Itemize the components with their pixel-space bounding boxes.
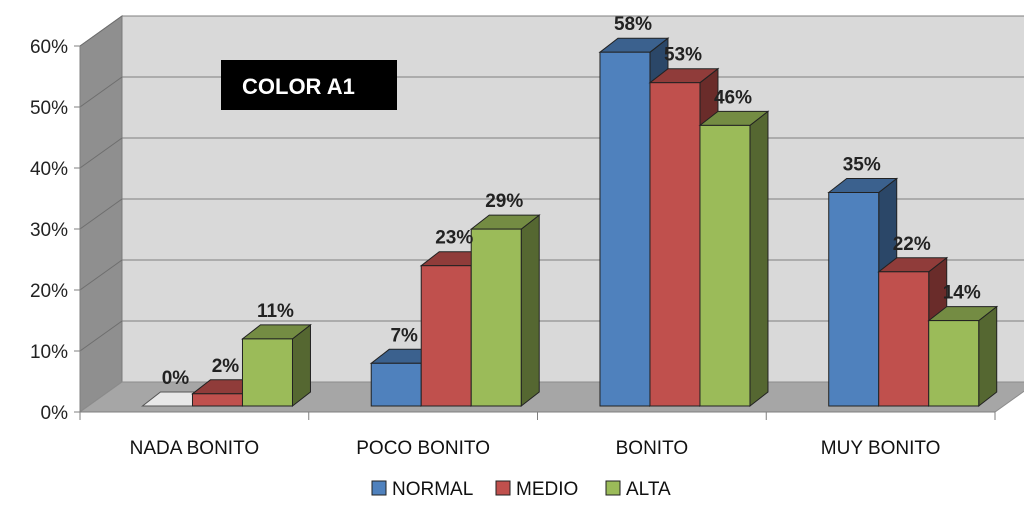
- bar: [241, 323, 312, 408]
- bar: [469, 214, 541, 408]
- bar-front: [649, 82, 701, 407]
- legend-swatch: [605, 480, 621, 496]
- gridline-side: [79, 259, 123, 291]
- legend-item: MEDIO: [495, 479, 578, 500]
- bar-front: [928, 320, 980, 407]
- data-label: 58%: [614, 14, 652, 35]
- data-label: 23%: [435, 228, 473, 249]
- x-category-label: NADA BONITO: [130, 438, 260, 459]
- legend-swatch: [495, 480, 511, 496]
- bar: [927, 305, 999, 408]
- y-axis: 0% 10% 20% 30% 40% 50% 60%: [30, 37, 81, 424]
- bar-front: [241, 338, 293, 407]
- gridline-side: [79, 15, 123, 47]
- data-labels: 0% 2% 11% 7% 23% 29% 58% 53% 46% 35% 22% 14%: [162, 14, 981, 389]
- legend-item: ALTA: [605, 479, 671, 500]
- chart-title: COLOR A1: [242, 74, 355, 99]
- x-category-label: POCO BONITO: [356, 438, 490, 459]
- data-label: 0%: [162, 368, 190, 389]
- bars: [141, 37, 999, 408]
- bar-side: [978, 305, 998, 408]
- data-label: 14%: [943, 283, 981, 304]
- bar-front: [828, 192, 880, 407]
- data-label: 22%: [893, 234, 931, 255]
- bar: [698, 110, 770, 408]
- data-label: 2%: [212, 356, 240, 377]
- y-tick-label: 40%: [30, 159, 68, 180]
- bar-front: [878, 271, 930, 407]
- data-label: 29%: [485, 191, 523, 212]
- bar-front: [420, 265, 472, 407]
- legend-label: MEDIO: [516, 479, 578, 500]
- bar-front: [191, 393, 243, 407]
- y-tick-label: 20%: [30, 281, 68, 302]
- x-axis: NADA BONITO POCO BONITO BONITO MUY BONITO: [79, 411, 996, 459]
- bar-side: [520, 214, 540, 408]
- gridline-side: [79, 198, 123, 230]
- x-category-label: BONITO: [616, 438, 689, 459]
- y-tick-label: 10%: [30, 342, 68, 363]
- gridline-side: [79, 137, 123, 169]
- gridline-side: [79, 320, 123, 352]
- bar-front: [370, 362, 422, 407]
- bar-front: [599, 51, 651, 407]
- gridline-side: [79, 76, 123, 108]
- y-tick-label: 0%: [41, 403, 69, 424]
- y-tick-label: 60%: [30, 37, 68, 58]
- legend-swatch: [371, 480, 387, 496]
- x-category-label: MUY BONITO: [821, 438, 941, 459]
- data-label: 11%: [257, 301, 294, 322]
- legend-label: ALTA: [626, 479, 671, 500]
- data-label: 46%: [714, 87, 752, 108]
- title-background: [221, 60, 397, 110]
- bar-front: [470, 228, 522, 407]
- y-tick-label: 50%: [30, 98, 68, 119]
- legend: NORMAL MEDIO ALTA: [371, 479, 671, 500]
- chart-title-box: COLOR A1: [221, 60, 397, 110]
- data-label: 7%: [390, 325, 418, 346]
- y-tick-label: 30%: [30, 220, 68, 241]
- legend-label: NORMAL: [392, 479, 473, 500]
- data-label: 53%: [664, 45, 702, 66]
- data-label: 35%: [843, 155, 881, 176]
- legend-item: NORMAL: [371, 479, 473, 500]
- bar-side: [749, 110, 769, 408]
- bar-front: [699, 124, 751, 407]
